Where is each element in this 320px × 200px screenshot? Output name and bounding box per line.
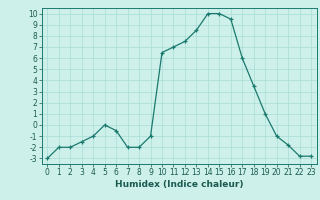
- X-axis label: Humidex (Indice chaleur): Humidex (Indice chaleur): [115, 180, 244, 189]
